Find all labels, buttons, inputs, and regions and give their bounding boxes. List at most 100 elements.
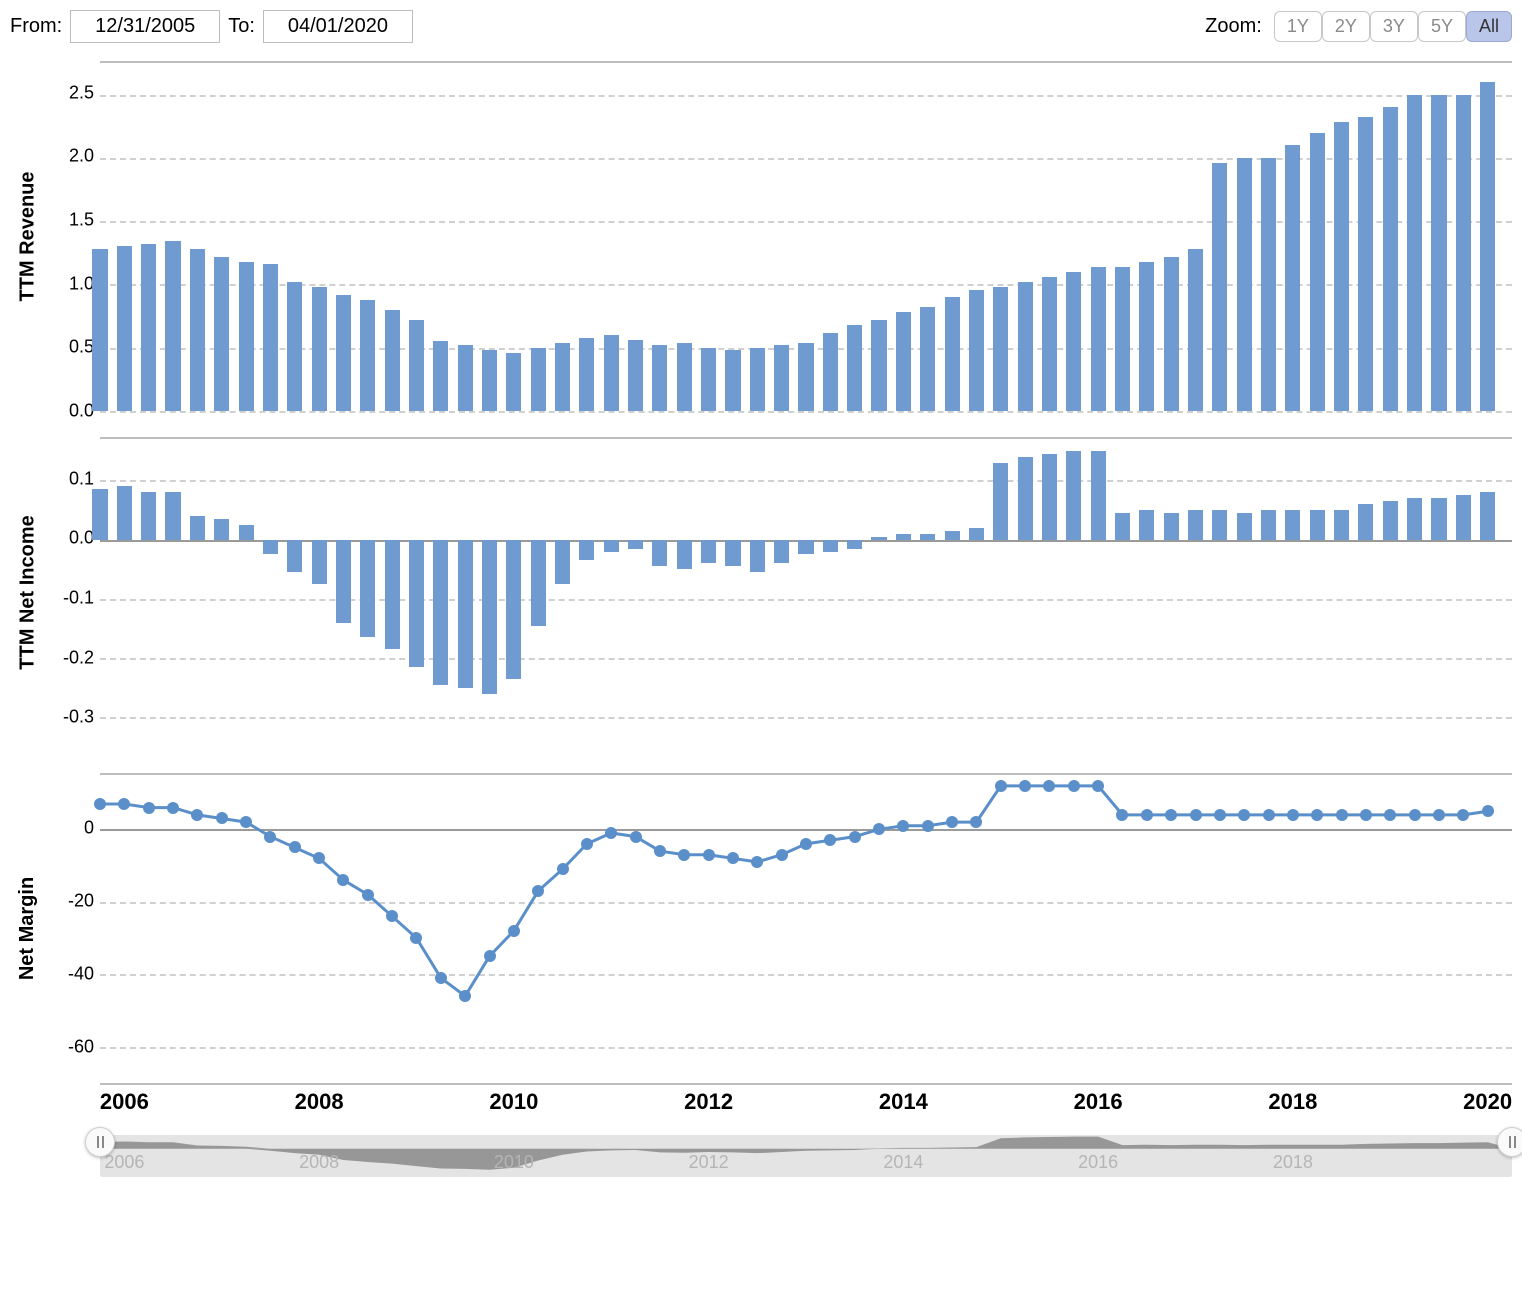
line-marker[interactable]: [362, 889, 374, 901]
bar[interactable]: [433, 540, 448, 685]
bar[interactable]: [1115, 267, 1130, 411]
bar[interactable]: [312, 287, 327, 411]
bar[interactable]: [458, 540, 473, 688]
bar[interactable]: [214, 519, 229, 540]
bar[interactable]: [336, 295, 351, 411]
line-marker[interactable]: [264, 831, 276, 843]
scrubber-handle-right[interactable]: [1497, 1127, 1522, 1157]
bar[interactable]: [1334, 510, 1349, 540]
bar[interactable]: [1164, 257, 1179, 411]
line-marker[interactable]: [557, 863, 569, 875]
bar[interactable]: [1091, 267, 1106, 411]
line-marker[interactable]: [1092, 780, 1104, 792]
bar[interactable]: [141, 492, 156, 539]
bar[interactable]: [190, 249, 205, 411]
bar[interactable]: [239, 262, 254, 411]
bar[interactable]: [531, 540, 546, 626]
bar[interactable]: [823, 540, 838, 552]
line-marker[interactable]: [630, 831, 642, 843]
zoom-button-1y[interactable]: 1Y: [1274, 11, 1322, 42]
bar[interactable]: [1018, 282, 1033, 411]
bar[interactable]: [506, 540, 521, 679]
bar[interactable]: [896, 534, 911, 540]
bar[interactable]: [945, 297, 960, 411]
bar[interactable]: [1480, 492, 1495, 539]
bar[interactable]: [1310, 510, 1325, 540]
bar[interactable]: [1091, 451, 1106, 540]
bar[interactable]: [1310, 133, 1325, 411]
bar[interactable]: [774, 345, 789, 411]
bar[interactable]: [969, 290, 984, 411]
line-marker[interactable]: [1141, 809, 1153, 821]
bar[interactable]: [117, 486, 132, 539]
bar[interactable]: [385, 310, 400, 411]
bar[interactable]: [798, 540, 813, 555]
zoom-button-2y[interactable]: 2Y: [1322, 11, 1370, 42]
bar[interactable]: [312, 540, 327, 584]
bar[interactable]: [190, 516, 205, 540]
line-marker[interactable]: [1019, 780, 1031, 792]
line-marker[interactable]: [143, 802, 155, 814]
line-marker[interactable]: [1409, 809, 1421, 821]
bar[interactable]: [774, 540, 789, 564]
zoom-button-all[interactable]: All: [1466, 11, 1512, 42]
to-date-input[interactable]: [263, 10, 413, 43]
bar[interactable]: [1164, 513, 1179, 540]
bar[interactable]: [287, 540, 302, 573]
scrubber-handle-left[interactable]: [85, 1127, 115, 1157]
from-date-input[interactable]: [70, 10, 220, 43]
scrubber-track[interactable]: 2006200820102012201420162018: [100, 1135, 1512, 1177]
bar[interactable]: [531, 348, 546, 411]
line-marker[interactable]: [1214, 809, 1226, 821]
line-marker[interactable]: [1482, 805, 1494, 817]
bar[interactable]: [750, 348, 765, 411]
plot-area[interactable]: [100, 773, 1512, 1083]
bar[interactable]: [1261, 510, 1276, 540]
bar[interactable]: [1358, 504, 1373, 540]
bar[interactable]: [750, 540, 765, 573]
bar[interactable]: [993, 463, 1008, 540]
zoom-button-5y[interactable]: 5Y: [1418, 11, 1466, 42]
bar[interactable]: [604, 540, 619, 552]
bar[interactable]: [263, 540, 278, 555]
bar[interactable]: [920, 307, 935, 411]
bar[interactable]: [555, 540, 570, 584]
bar[interactable]: [652, 345, 667, 411]
bar[interactable]: [628, 540, 643, 549]
bar[interactable]: [360, 300, 375, 411]
bar[interactable]: [1285, 145, 1300, 411]
line-marker[interactable]: [1360, 809, 1372, 821]
bar[interactable]: [871, 320, 886, 411]
bar[interactable]: [433, 341, 448, 411]
bar[interactable]: [482, 540, 497, 694]
bar[interactable]: [652, 540, 667, 567]
bar[interactable]: [1383, 501, 1398, 540]
bar[interactable]: [1212, 163, 1227, 411]
bar[interactable]: [409, 320, 424, 411]
bar[interactable]: [1456, 95, 1471, 411]
line-marker[interactable]: [1311, 809, 1323, 821]
bar[interactable]: [239, 525, 254, 540]
bar[interactable]: [263, 264, 278, 411]
bar[interactable]: [725, 350, 740, 411]
bar[interactable]: [579, 338, 594, 411]
line-marker[interactable]: [167, 802, 179, 814]
range-scrubber[interactable]: 2006200820102012201420162018: [100, 1127, 1512, 1177]
bar[interactable]: [1139, 262, 1154, 411]
bar[interactable]: [360, 540, 375, 638]
line-marker[interactable]: [922, 820, 934, 832]
bar[interactable]: [969, 528, 984, 540]
line-marker[interactable]: [849, 831, 861, 843]
bar[interactable]: [117, 246, 132, 411]
bar[interactable]: [677, 540, 692, 570]
line-marker[interactable]: [484, 950, 496, 962]
bar[interactable]: [945, 531, 960, 540]
bar[interactable]: [798, 343, 813, 411]
zoom-button-3y[interactable]: 3Y: [1370, 11, 1418, 42]
bar[interactable]: [165, 241, 180, 411]
bar[interactable]: [92, 489, 107, 539]
bar[interactable]: [1212, 510, 1227, 540]
line-marker[interactable]: [581, 838, 593, 850]
bar[interactable]: [1334, 122, 1349, 411]
bar[interactable]: [336, 540, 351, 623]
